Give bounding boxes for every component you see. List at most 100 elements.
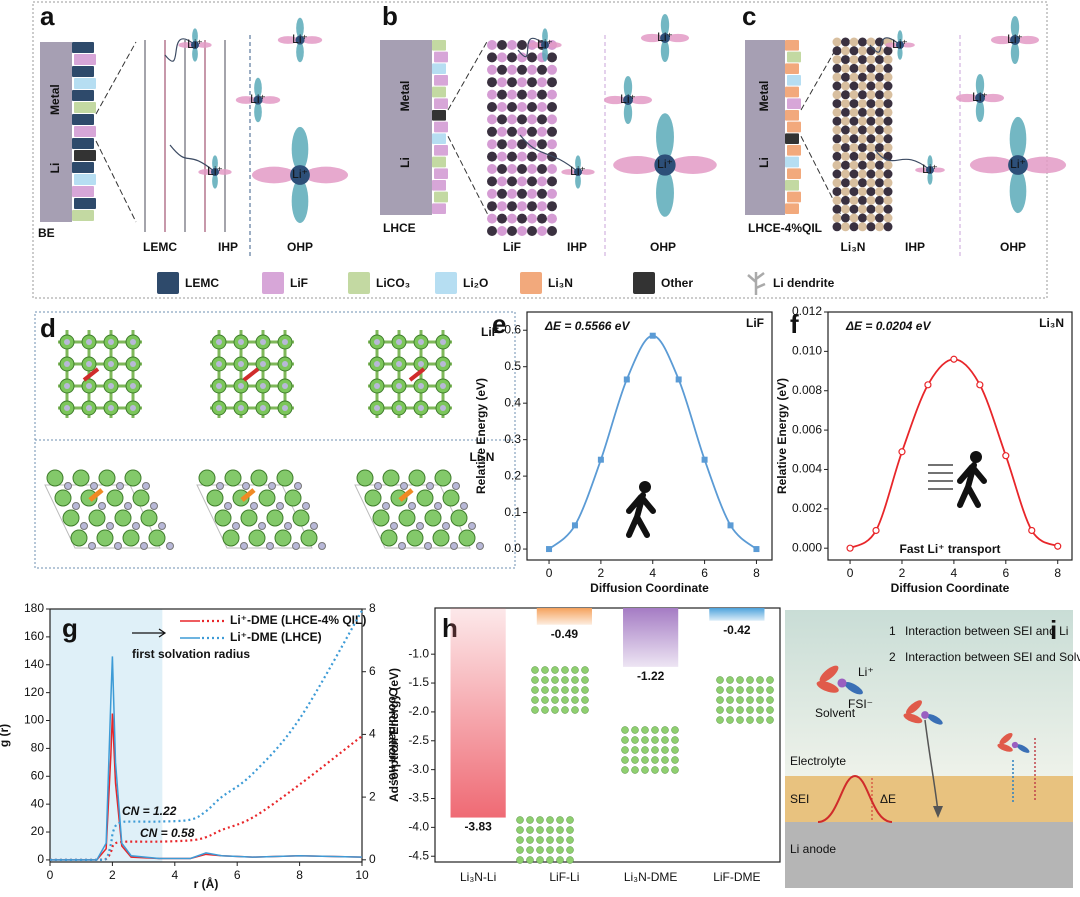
li3n-atom xyxy=(849,178,859,188)
li-atom xyxy=(238,361,244,367)
solvent-lobe xyxy=(198,169,214,175)
n-atom xyxy=(300,529,318,547)
barrier-label: ΔE xyxy=(880,792,896,806)
lif-atom xyxy=(527,89,537,100)
legend-swatch xyxy=(747,272,766,295)
li-ion: Li⁺ xyxy=(603,75,653,125)
lif-atom xyxy=(517,114,527,125)
solvent-lobe xyxy=(623,75,633,99)
y-tick-label: 120 xyxy=(24,685,44,699)
li-atom xyxy=(166,542,174,550)
y-tick-label: 160 xyxy=(24,629,44,643)
y-axis-title: g (r) xyxy=(0,724,11,747)
surface-atom xyxy=(756,716,764,724)
lif-atom xyxy=(547,139,557,150)
li3n-atom xyxy=(841,213,850,223)
y-tick-label: -4.5 xyxy=(408,848,429,862)
point xyxy=(701,456,708,463)
li3n-atom xyxy=(866,46,876,56)
li3n-atom xyxy=(849,151,859,161)
y-tick-label: -1.5 xyxy=(408,675,429,689)
n-atom xyxy=(206,489,224,507)
ion-label: Li⁺ xyxy=(537,37,553,51)
li3n-atom xyxy=(875,178,884,188)
region-label: SEI xyxy=(790,792,809,806)
plot-frame xyxy=(434,607,781,863)
solvent-lobe xyxy=(291,126,309,172)
li3n-atom xyxy=(849,37,859,47)
solvent-lobe xyxy=(603,95,627,105)
li3n-atom xyxy=(858,151,867,161)
solvent-lobe xyxy=(561,169,577,175)
annotation: ΔE = 0.5566 eV xyxy=(544,319,630,333)
li-atom xyxy=(452,482,460,490)
ihp-label: IHP xyxy=(905,240,925,254)
n-atom xyxy=(450,509,468,527)
sei-block xyxy=(434,191,448,203)
n-atom xyxy=(54,489,72,507)
solvent-lobe xyxy=(303,166,349,184)
surface-atom xyxy=(526,816,534,824)
lif-atom xyxy=(517,64,527,75)
lif-atom xyxy=(527,188,537,199)
ohp-label: OHP xyxy=(287,240,313,254)
li-ion: Li⁺ xyxy=(969,116,1067,214)
li3n-atom xyxy=(866,72,876,82)
li3n-atom xyxy=(849,99,859,109)
sei-block xyxy=(785,110,799,121)
surface-atom xyxy=(671,726,679,734)
li-atom xyxy=(260,339,266,345)
solvent-lobe xyxy=(897,46,903,60)
sei-block xyxy=(434,51,448,63)
metal-slab xyxy=(380,40,432,215)
sei-block xyxy=(787,191,801,203)
li-atom xyxy=(382,502,390,510)
ihp-label: IHP xyxy=(218,240,238,254)
surface-atom xyxy=(621,746,629,754)
li3n-atom xyxy=(858,99,867,109)
n-atom xyxy=(442,489,460,507)
surface-atom xyxy=(536,846,544,854)
sei-block xyxy=(74,126,96,137)
li3n-atom xyxy=(883,178,893,188)
li-atom xyxy=(374,405,380,411)
li3n-atom xyxy=(841,81,850,91)
legend-label: Li₃N xyxy=(548,276,573,290)
lif-atom xyxy=(547,164,557,174)
ion-label: Li⁺ xyxy=(250,92,266,106)
anion xyxy=(927,714,943,725)
li-atom xyxy=(258,522,266,530)
surface-atom xyxy=(746,706,754,714)
rdf-line xyxy=(50,656,363,861)
surface-atom xyxy=(726,696,734,704)
surface-atom xyxy=(581,676,589,684)
surface-atom xyxy=(566,826,574,834)
sei-block xyxy=(787,145,801,156)
lif-atom xyxy=(487,77,497,88)
solvent-lobe xyxy=(927,171,933,185)
li-atom xyxy=(238,383,244,389)
n-atom xyxy=(292,509,310,527)
surface-atom xyxy=(766,716,774,724)
li-atom xyxy=(282,339,288,345)
n-atom xyxy=(398,509,416,527)
li3n-atom xyxy=(875,222,884,232)
li3n-atom xyxy=(849,143,859,153)
solvent-lobe xyxy=(1016,35,1040,45)
sei-region xyxy=(785,776,1073,822)
solvent-lobe xyxy=(528,42,544,48)
lif-atom xyxy=(517,40,527,50)
surface-atom xyxy=(566,846,574,854)
surface-atom xyxy=(566,836,574,844)
electrolyte-label: BE xyxy=(38,226,55,240)
ion-label: Li⁺ xyxy=(657,30,673,44)
lif-atom xyxy=(497,139,507,150)
diffusion-arrow xyxy=(82,367,100,382)
bar xyxy=(536,608,592,625)
lif-atom xyxy=(547,52,557,63)
y-tick-label: 0.002 xyxy=(792,501,822,515)
surface-atom xyxy=(556,836,564,844)
li3n-atom xyxy=(866,143,876,153)
li-label: Li xyxy=(48,163,62,174)
solvent xyxy=(903,713,923,724)
